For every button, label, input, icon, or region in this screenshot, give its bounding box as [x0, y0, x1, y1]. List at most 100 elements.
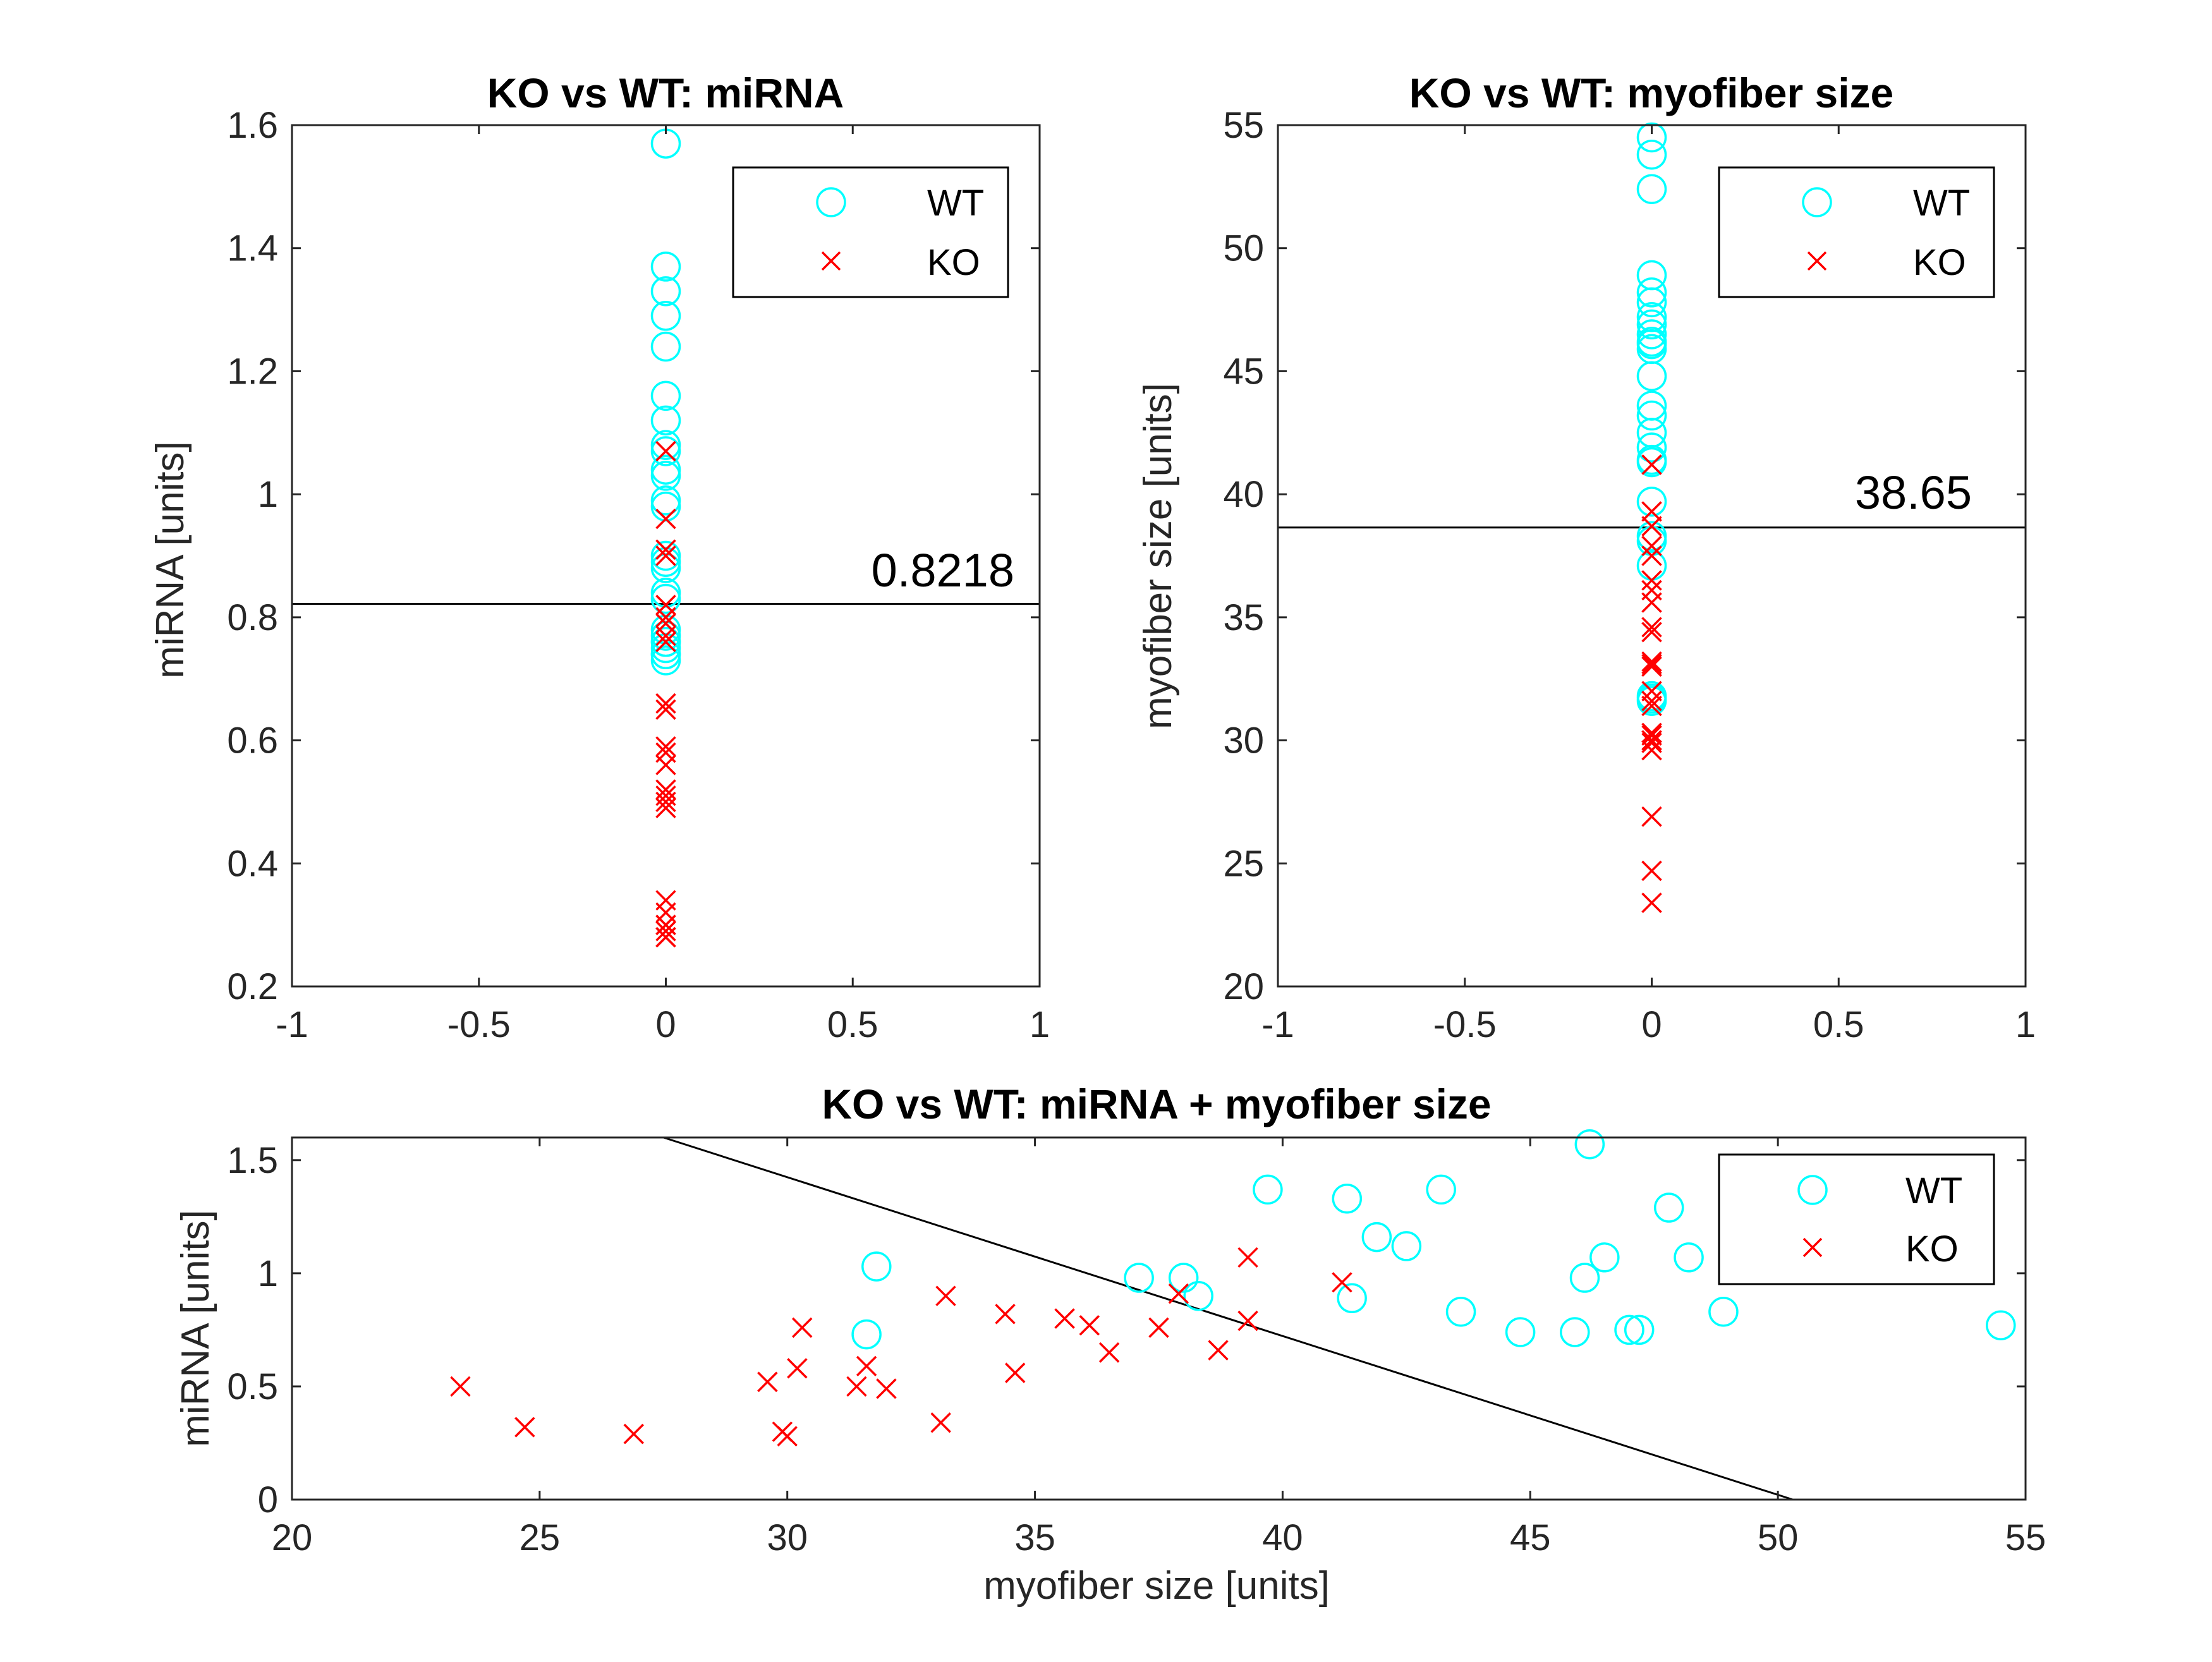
x-tick-label: 0.5 [1813, 1004, 1864, 1045]
ko-point [1641, 695, 1662, 717]
ko-point [1641, 892, 1662, 913]
wt-point [1560, 1317, 1590, 1347]
wt-point [1636, 329, 1667, 360]
legend-ko-marker [1802, 1237, 1823, 1258]
legend-wt-marker [1802, 187, 1832, 217]
ko-point [655, 607, 676, 628]
ko-point [1641, 730, 1662, 751]
ko-point [1641, 681, 1662, 701]
subplot-myofiber: KO vs WT: myofiber size myofiber size [u… [1136, 70, 2036, 1045]
wt-point [650, 583, 681, 614]
ko-point [787, 1358, 808, 1379]
wt-point [1636, 122, 1667, 153]
wt-point [1986, 1310, 2016, 1340]
wt-point [650, 540, 681, 571]
y-tick-label: 0 [258, 1479, 278, 1520]
ko-point [1332, 1271, 1352, 1293]
wt-point [1426, 1174, 1456, 1205]
ko-point [655, 798, 676, 818]
ko-point [514, 1417, 535, 1438]
wt-point [650, 454, 681, 485]
wt-point [650, 627, 681, 657]
wt-point [1589, 1242, 1620, 1273]
ko-point [1641, 516, 1662, 537]
legend-ko-label: KO [927, 242, 980, 283]
wt-point [861, 1251, 892, 1282]
ko-point [623, 1423, 645, 1445]
wt-point [1636, 319, 1667, 349]
ko-point [655, 508, 676, 530]
ko-point [757, 1371, 778, 1393]
ko-point [856, 1356, 877, 1376]
ko-point [1641, 656, 1662, 677]
ko-point [1641, 545, 1662, 566]
ko-point [1641, 725, 1662, 746]
y-tick-label: 40 [1223, 474, 1264, 515]
x-tick-label: -1 [1261, 1004, 1294, 1045]
ko-point [655, 631, 676, 653]
wt-point [1183, 1280, 1213, 1311]
wt-point [1674, 1242, 1704, 1273]
subplot-mirna: KO vs WT: miRNA miRNA [units] -1 -0.5 0 0.5… [149, 70, 1050, 1045]
ko-point [1641, 732, 1662, 753]
legend-wt-marker [1797, 1175, 1828, 1205]
ko-point [1641, 501, 1662, 522]
ko-point [655, 625, 676, 646]
x-tick-label: 40 [1262, 1517, 1303, 1558]
ko-point [1168, 1283, 1189, 1304]
wt-point [1391, 1231, 1422, 1261]
y-tick-label: 20 [1223, 966, 1264, 1007]
x-tick-label: 35 [1014, 1517, 1055, 1558]
subplot-mirna-legend: WT KO [732, 166, 1009, 298]
x-tick-label: 0 [1641, 1004, 1662, 1045]
wt-point [650, 491, 681, 522]
ko-point [1237, 1310, 1258, 1331]
wt-point [1708, 1297, 1739, 1327]
wt-point [650, 553, 681, 583]
ko-point [655, 539, 676, 561]
ko-point [1641, 621, 1662, 643]
ko-point [655, 693, 676, 714]
wt-point [851, 1319, 882, 1350]
wt-point [1636, 361, 1667, 391]
ko-point [935, 1285, 956, 1306]
ko-point [655, 736, 676, 757]
legend-wt-marker [816, 187, 846, 217]
wt-point [650, 436, 681, 466]
wt-point [1332, 1183, 1363, 1214]
wt-point [650, 276, 681, 306]
wt-point [1569, 1263, 1600, 1293]
ko-point [1098, 1342, 1120, 1363]
ko-point [1641, 691, 1662, 712]
x-tick-label: 1 [1030, 1004, 1050, 1045]
wt-point [1636, 309, 1667, 340]
x-tick-label: 0 [655, 1004, 676, 1045]
wt-point [650, 547, 681, 577]
subplot-mirna-title: KO vs WT: miRNA [487, 70, 844, 116]
ko-point [1641, 570, 1662, 591]
ko-point [777, 1426, 798, 1447]
subplot-combined-title: KO vs WT: miRNA + myofiber size [822, 1081, 1491, 1127]
wt-point [1337, 1283, 1367, 1314]
x-tick-label: -1 [276, 1004, 308, 1045]
ko-point [450, 1376, 471, 1397]
wt-point [1636, 277, 1667, 308]
y-tick-label: 0.6 [227, 720, 278, 761]
decision-boundary-line [663, 1136, 1794, 1501]
wt-point [650, 578, 681, 608]
y-tick-label: 1.6 [227, 105, 278, 146]
ko-point [1641, 806, 1662, 827]
ko-point [1237, 1247, 1258, 1268]
wt-point [1636, 287, 1667, 318]
ko-point [655, 926, 676, 948]
x-tick-label: 1 [2015, 1004, 2036, 1045]
wt-point [650, 639, 681, 670]
legend-ko-label: KO [1913, 242, 1966, 283]
ko-point [1641, 653, 1662, 675]
wt-point [1253, 1174, 1283, 1205]
x-tick-label: 20 [272, 1517, 313, 1558]
x-tick-label: -0.5 [1433, 1004, 1497, 1045]
wt-point [1636, 174, 1667, 205]
wt-point [1168, 1263, 1199, 1293]
